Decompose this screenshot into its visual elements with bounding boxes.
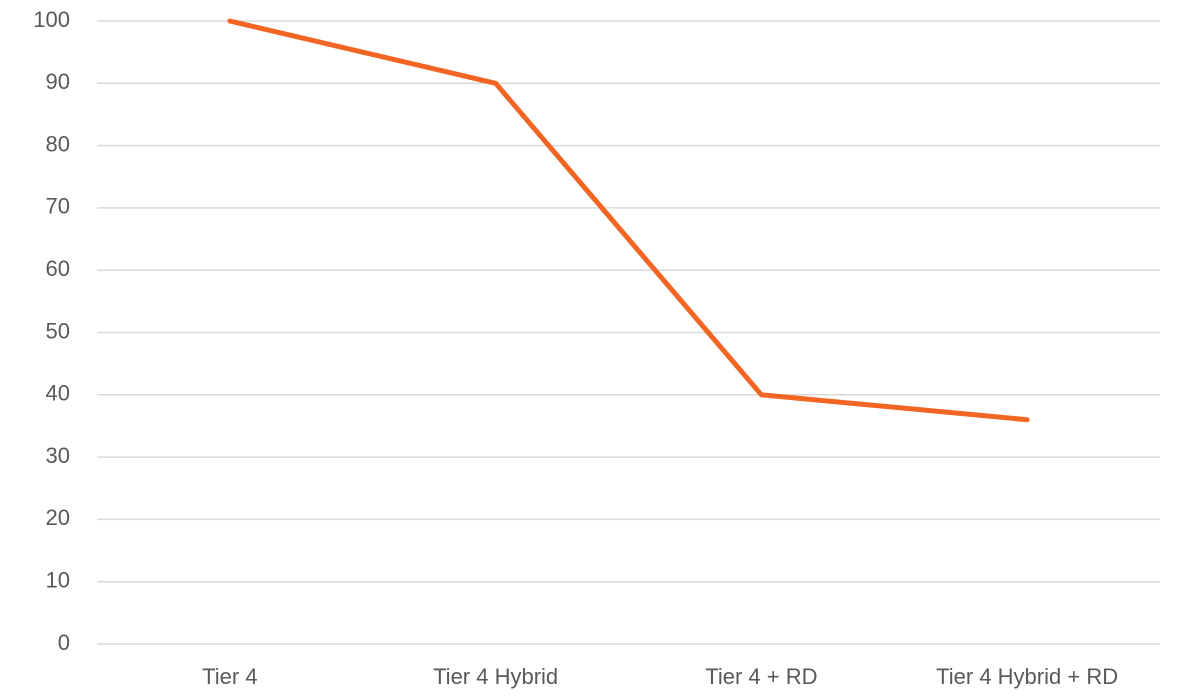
y-tick-label: 60 [46,256,70,281]
x-tick-label: Tier 4 [202,664,257,689]
y-tick-label: 100 [33,7,70,32]
x-tick-label: Tier 4 + RD [705,664,817,689]
y-tick-label: 30 [46,443,70,468]
y-tick-label: 10 [46,568,70,593]
y-tick-label: 50 [46,318,70,343]
x-tick-label: Tier 4 Hybrid [433,664,558,689]
y-tick-label: 90 [46,69,70,94]
y-tick-label: 40 [46,381,70,406]
y-tick-label: 80 [46,131,70,156]
x-tick-label: Tier 4 Hybrid + RD [936,664,1118,689]
y-tick-label: 20 [46,505,70,530]
data-line [227,18,1030,423]
y-tick-label: 70 [46,194,70,219]
y-tick-label: 0 [58,630,70,655]
